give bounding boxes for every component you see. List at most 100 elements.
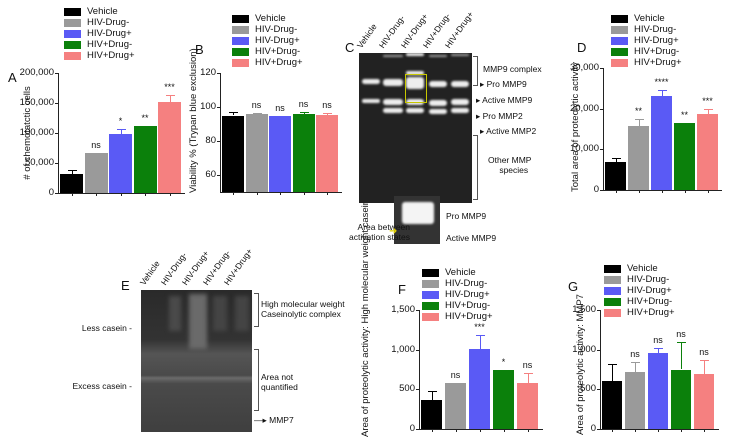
legend-swatch (611, 47, 628, 56)
y-tick-label: 1,500 (572, 304, 596, 315)
bracket (254, 349, 259, 411)
legend-item: HIV+Drug+ (422, 311, 493, 322)
legend-label: HIV-Drug+ (627, 285, 672, 296)
significance-marker: ns (630, 348, 640, 359)
y-tick-label: 80 (205, 135, 216, 146)
legend-item: HIV-Drug+ (422, 289, 493, 300)
legend-item: Vehicle (232, 13, 303, 24)
legend-swatch (604, 297, 621, 306)
error-bar (681, 341, 682, 370)
significance-marker: *** (474, 322, 485, 333)
y-axis-label: Total area of proteolytic activity (570, 61, 581, 192)
panel-label-b: B (195, 42, 204, 57)
bar-hiv-drug- (493, 370, 514, 429)
hmw-label: High molecular weight Caseinolytic comple… (261, 299, 345, 319)
x-axis (603, 190, 722, 191)
x-tick (503, 429, 505, 432)
legend-swatch (232, 47, 249, 56)
legend-item: HIV-Drug- (611, 24, 682, 35)
significance-marker: ns (298, 99, 309, 110)
inset-right-pro: Pro MMP9 (446, 211, 487, 221)
x-tick (658, 429, 659, 432)
legend-swatch (611, 25, 628, 34)
error-bar (658, 348, 659, 353)
legend-swatch (611, 36, 628, 45)
significance-marker: ns (251, 99, 262, 110)
annotation-text: activation states (349, 232, 410, 242)
y-tick (416, 389, 419, 391)
x-tick (96, 193, 97, 196)
legend-label: HIV-Drug+ (445, 289, 490, 300)
bar-hiv-drug- (648, 352, 668, 429)
bar-hiv-drug- (628, 125, 649, 190)
annotation-mmp9-complex: MMP9 complex (483, 64, 542, 74)
legend-label: HIV-Drug- (627, 274, 670, 285)
bar-vehicle (60, 173, 83, 193)
x-tick (615, 190, 617, 193)
annotation-pro-mmp9: ▸ Pro MMP9 (480, 79, 527, 89)
legend-item: Vehicle (422, 267, 493, 278)
y-tick (416, 310, 419, 311)
error-bar (527, 372, 529, 383)
y-tick (217, 107, 220, 108)
y-tick (600, 149, 603, 151)
significance-marker: **** (654, 77, 669, 88)
bar-vehicle (222, 115, 244, 192)
legend-swatch (604, 275, 621, 284)
x-tick (455, 429, 457, 432)
x-tick (120, 193, 122, 196)
error-cap (657, 90, 667, 92)
legend-item: HIV-Drug- (232, 24, 303, 35)
legend-swatch (232, 25, 249, 34)
significance-marker: ns (653, 335, 663, 346)
annotation-text: Active MMP9 (482, 95, 533, 105)
x-tick (256, 192, 258, 195)
y-tick (217, 73, 220, 74)
annotation-active-mmp9: ▸ Active MMP9 (476, 95, 533, 105)
x-tick (661, 190, 663, 193)
legend-swatch (422, 279, 439, 288)
x-axis (600, 429, 719, 430)
x-tick (233, 192, 234, 195)
inset-right-active: Active MMP9 (446, 233, 497, 243)
annotation-other-mmp: Other MMP species (488, 155, 531, 175)
error-cap (229, 112, 238, 114)
x-tick (681, 429, 682, 432)
legend-swatch (422, 290, 439, 299)
annotation-text: Active MMP2 (486, 126, 537, 136)
annotation-text: Excess casein (72, 381, 127, 391)
y-tick (600, 190, 603, 191)
legend-item: HIV+Drug- (64, 39, 135, 50)
lane-label: Vehicle (137, 258, 162, 287)
annotation-text: Other MMP (488, 155, 532, 165)
significance-marker: * (118, 115, 123, 126)
legend-swatch (232, 36, 249, 45)
legend-label: HIV-Drug+ (255, 35, 300, 46)
legend-label: HIV-Drug- (255, 24, 298, 35)
error-bar (638, 119, 640, 126)
annotation-text: Pro MMP2 (482, 111, 523, 121)
legend-label: HIV-Drug+ (87, 28, 132, 39)
significance-marker: ns (91, 139, 101, 150)
legend-item: HIV-Drug+ (604, 285, 675, 296)
error-bar (479, 335, 481, 349)
legend: Vehicle HIV-Drug- HIV-Drug+ HIV+Drug- HIV+Dr… (604, 263, 675, 318)
bar-hiv-drug- (651, 96, 672, 190)
panel-label-c: C (345, 40, 355, 55)
y-tick (416, 349, 419, 351)
y-tick (600, 108, 603, 110)
y-axis (58, 73, 59, 194)
panel-label-a: A (8, 70, 17, 85)
error-bar (704, 359, 705, 375)
bracket (254, 293, 259, 327)
error-bar (707, 108, 709, 114)
legend-swatch (422, 312, 439, 321)
y-axis (600, 310, 601, 430)
legend-item: HIV-Drug- (64, 17, 135, 28)
y-tick-label: 200,000 (19, 67, 54, 78)
legend-swatch (64, 40, 81, 49)
x-tick (145, 193, 146, 196)
bar-vehicle (421, 399, 442, 429)
zymogram-gel-c (359, 53, 472, 203)
legend-swatch (604, 308, 621, 317)
